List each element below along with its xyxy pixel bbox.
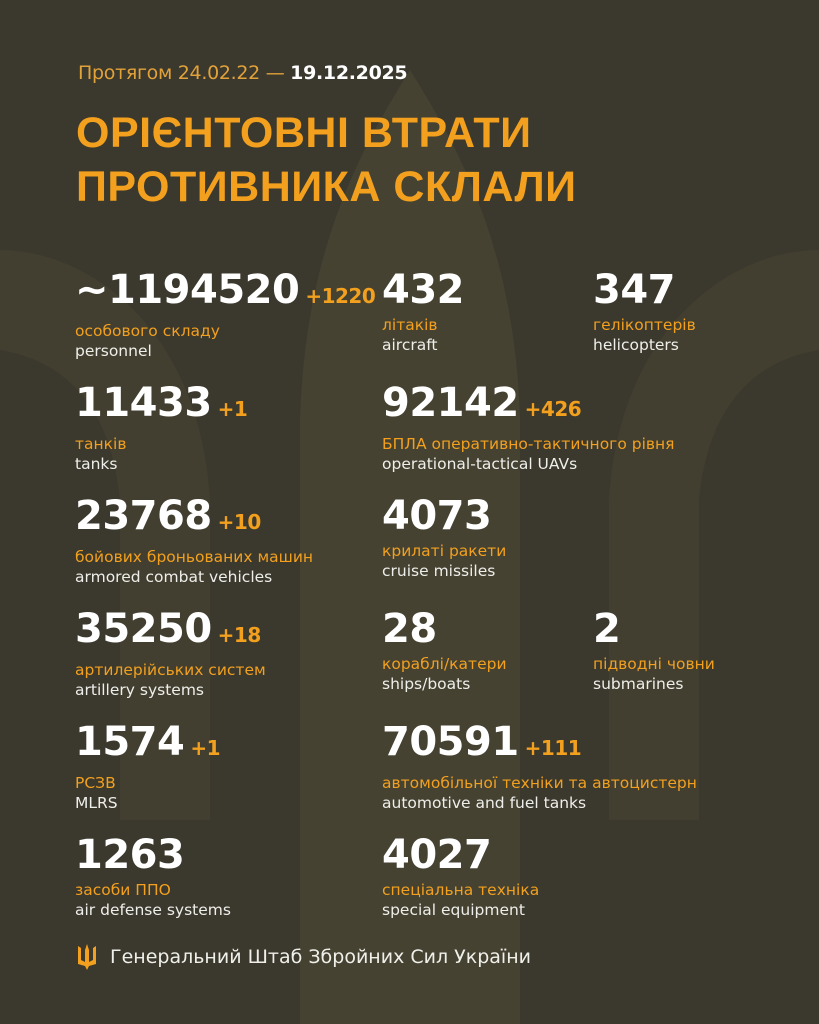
stat-delta: +111	[524, 736, 582, 760]
trident-icon	[78, 944, 96, 970]
stat-label-ua: спеціальна техніка	[382, 881, 540, 899]
stat-item: 92142 +426 БПЛА оперативно-тактичного рівн…	[382, 381, 674, 474]
title-line-2: ПРОТИВНИКА СКЛАЛИ	[76, 163, 577, 211]
stat-value: 23768 +10	[75, 494, 313, 544]
stat-label-ua: бойових броньованих машин	[75, 548, 314, 566]
stat-label-en: ships/boats	[382, 675, 471, 693]
stat-number: 35250	[75, 606, 212, 652]
stat-label-en: helicopters	[593, 336, 679, 354]
stat-label-ua: БПЛА оперативно-тактичного рівня	[382, 435, 675, 453]
footer: Генеральний Штаб Збройних Сил України	[78, 944, 531, 970]
stat-label-ua: підводні човни	[593, 655, 715, 673]
stat-label-en: personnel	[75, 342, 152, 360]
page-title: ОРІЄНТОВНІ ВТРАТИ ПРОТИВНИКА СКЛАЛИ	[76, 106, 577, 214]
stat-label-en: aircraft	[382, 336, 438, 354]
stat-label-ua: літаків	[382, 316, 438, 334]
stat-delta: +10	[217, 510, 262, 534]
stat-label-en: submarines	[593, 675, 684, 693]
stat-label-en: special equipment	[382, 901, 525, 919]
stat-value: 1263	[75, 833, 231, 877]
period-end: 19.12.2025	[290, 62, 408, 84]
stat-label-en: air defense systems	[75, 901, 231, 919]
stat-label-en: armored combat vehicles	[75, 568, 273, 586]
stat-label-ua: кораблі/катери	[382, 655, 507, 673]
stat-number: 28	[382, 606, 437, 652]
stat-item: ~1194520 +1220 особового складу personnel	[75, 267, 376, 361]
stat-number: 2	[593, 606, 621, 652]
stat-item: 347 гелікоптерів helicopters	[593, 268, 696, 355]
stat-item: 70591 +111 автомобільної техніки та автоци…	[382, 720, 697, 813]
stat-label-ua: танків	[75, 435, 127, 453]
stat-value: 11433 +1	[75, 380, 248, 431]
stat-value: 1574 +1	[75, 719, 221, 770]
stat-number: 1263	[75, 832, 185, 878]
stat-delta: +18	[217, 623, 262, 647]
stat-value: 4073	[382, 494, 506, 538]
stat-value: 92142 +426	[382, 381, 674, 431]
stat-item: 432 літаків aircraft	[382, 267, 465, 355]
stat-label-ua: артилерійських систем	[75, 661, 266, 679]
stat-number: 92142	[382, 380, 519, 426]
stat-number: 1574	[75, 719, 185, 765]
stat-label-en: cruise missiles	[382, 562, 496, 580]
stat-label-en: tanks	[75, 455, 118, 473]
stat-value: 347	[593, 268, 696, 312]
stat-label-ua: автомобільної техніки та автоцистерн	[382, 774, 697, 792]
stat-label-ua: гелікоптерів	[593, 316, 696, 334]
stat-value: 2	[593, 607, 715, 651]
stat-number: 432	[382, 267, 465, 313]
footer-org: Генеральний Штаб Збройних Сил України	[110, 946, 531, 968]
stat-item: 35250 +18 артилерійських систем artillery s…	[75, 607, 266, 700]
period: Протягом 24.02.22 — 19.12.2025	[78, 62, 408, 84]
period-start: Протягом 24.02.22 —	[78, 62, 285, 84]
stat-number: 347	[593, 267, 676, 313]
stat-label-ua: крилаті ракети	[382, 542, 507, 560]
stat-number: 4073	[382, 493, 492, 539]
stat-value: 4027	[382, 833, 539, 877]
stat-item: 4073 крилаті ракети cruise missiles	[382, 494, 506, 581]
stat-label-en: automotive and fuel tanks	[382, 794, 587, 812]
stat-number: 23768	[75, 493, 212, 539]
stat-item: 28 кораблі/катери ships/boats	[382, 607, 507, 694]
stat-label-en: artillery systems	[75, 681, 204, 699]
stat-number: 4027	[382, 832, 492, 878]
title-line-1: ОРІЄНТОВНІ ВТРАТИ	[76, 109, 532, 157]
stat-item: 2 підводні човни submarines	[593, 607, 715, 694]
stat-value: 28	[382, 607, 507, 651]
stat-label-ua: особового складу	[75, 322, 220, 340]
stat-label-ua: РСЗВ	[75, 774, 116, 792]
stat-label-en: MLRS	[75, 794, 118, 812]
stat-delta: +1	[217, 397, 248, 421]
stat-item: 1574 +1 РСЗВ MLRS	[75, 719, 221, 813]
stat-label-en: operational-tactical UAVs	[382, 455, 578, 473]
stat-delta: +1220	[305, 284, 376, 308]
stat-item: 11433 +1 танків tanks	[75, 380, 248, 474]
stat-value: 432	[382, 267, 465, 313]
stat-item: 23768 +10 бойових броньованих машин armored…	[75, 494, 313, 587]
stat-item: 1263 засоби ППО air defense systems	[75, 833, 231, 920]
stat-delta: +426	[524, 397, 582, 421]
stat-value: 70591 +111	[382, 720, 697, 770]
stat-label-ua: засоби ППО	[75, 881, 171, 899]
stat-item: 4027 спеціальна техніка special equipment	[382, 833, 539, 920]
stat-delta: +1	[190, 736, 221, 760]
stat-number: 70591	[382, 719, 519, 765]
stat-value: 35250 +18	[75, 607, 266, 657]
stat-number: 11433	[75, 380, 212, 426]
stat-value: ~1194520 +1220	[75, 267, 376, 318]
stat-number: ~1194520	[75, 267, 300, 313]
